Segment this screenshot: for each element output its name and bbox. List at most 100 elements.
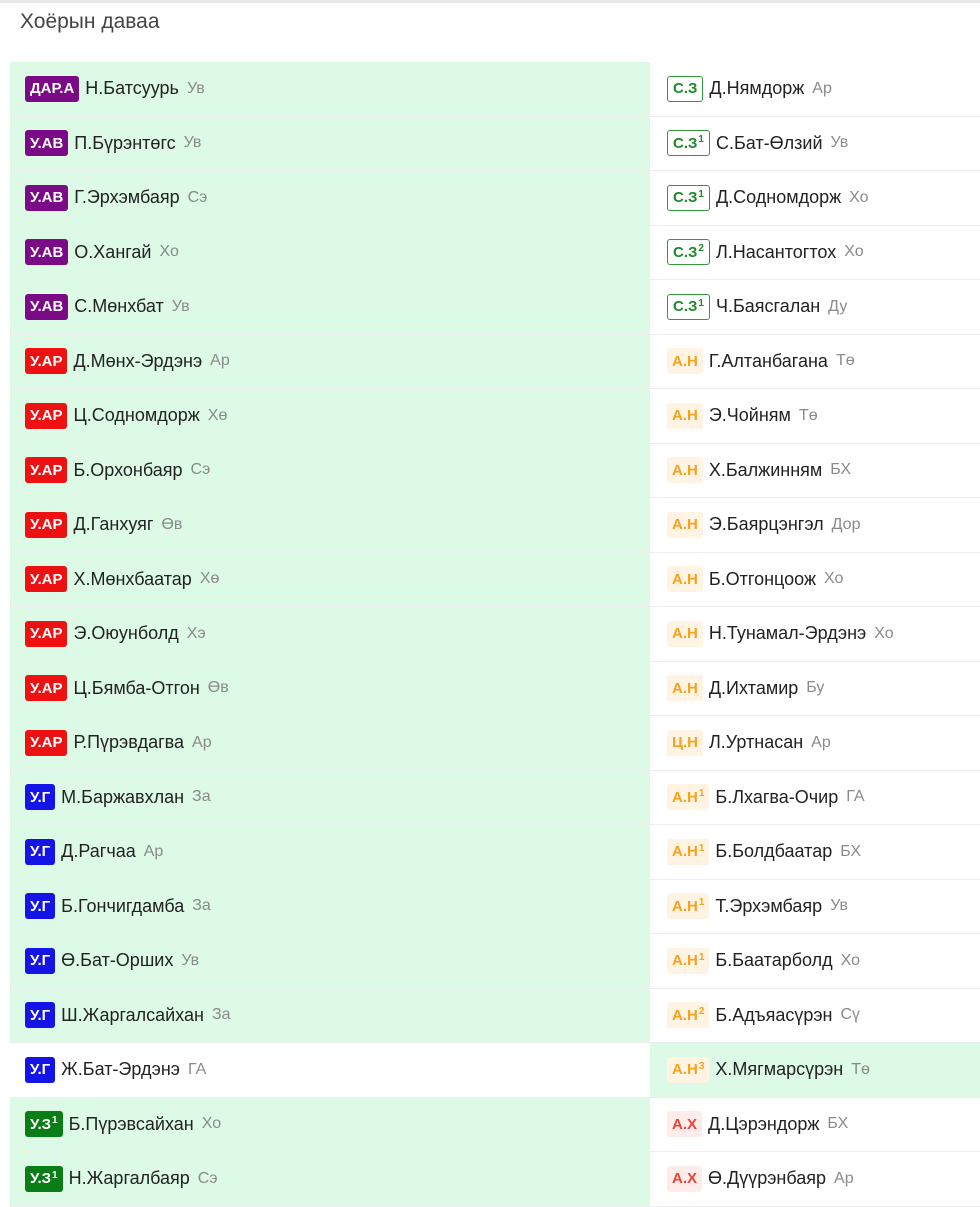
role-badge: С.З: [667, 75, 704, 102]
left-list-item[interactable]: У.АР Д.Ганхуяг Өв: [10, 498, 650, 553]
person-name: Р.Пүрэвдагва: [73, 732, 185, 753]
left-list-item[interactable]: У.АР Р.Пүрэвдагва Ар: [10, 716, 650, 771]
badge-label: У.АВ: [30, 243, 64, 261]
region-code: За: [192, 897, 211, 915]
badge-label: А.Н: [672, 570, 698, 588]
right-list-item[interactable]: А.Н Э.Чойням Тө: [650, 389, 980, 444]
right-list-item[interactable]: С.З 1 С.Бат-Өлзий Ув: [650, 116, 980, 171]
left-list-item[interactable]: У.Г Ш.Жаргалсайхан За: [10, 988, 650, 1043]
right-list-item[interactable]: А.Н Э.Баярцэнгэл Дор: [650, 498, 980, 553]
table-row: У.АВ О.Хангай Хо С.З 2 Л.Насантогтох Хо: [10, 225, 980, 280]
table-row: У.АР Э.Оюунболд Хэ А.Н Н.Тунамал-Эрдэнэ Хо: [10, 607, 980, 662]
region-code: Хо: [849, 188, 869, 206]
table-row: У.АР Б.Орхонбаяр Сэ А.Н Х.Балжинням БХ: [10, 443, 980, 498]
left-list-item[interactable]: У.Г Ж.Бат-Эрдэнэ ГА: [10, 1043, 650, 1098]
badge-label: А.Х: [672, 1170, 698, 1188]
badge-label: А.Н: [672, 407, 698, 425]
role-badge: А.Н 1: [667, 838, 710, 865]
right-list-item[interactable]: А.Н Н.Тунамал-Эрдэнэ Хо: [650, 607, 980, 662]
badge-label: А.Н: [672, 1061, 698, 1079]
table-row: У.Г Д.Рагчаа Ар А.Н 1 Б.Болдбаатар БХ: [10, 825, 980, 880]
left-list-item[interactable]: У.АВ П.Бүрэнтөгс Ув: [10, 116, 650, 171]
left-list-item[interactable]: У.АР Х.Мөнхбаатар Хө: [10, 552, 650, 607]
role-badge: А.Н: [667, 675, 703, 702]
badge-label: А.Н: [672, 843, 698, 861]
badge-superscript: 1: [698, 188, 704, 200]
person-name: О.Хангай: [74, 241, 152, 262]
left-list-item[interactable]: У.Г Б.Гончигдамба За: [10, 879, 650, 934]
badge-label: У.АР: [30, 352, 63, 370]
region-code: За: [211, 1006, 231, 1024]
left-list-item[interactable]: У.АВ Г.Эрхэмбаяр Сэ: [10, 171, 650, 226]
badge-superscript: 1: [698, 134, 704, 146]
table-row: У.АВ П.Бүрэнтөгс Ув С.З 1 С.Бат-Өлзий Ув: [10, 116, 980, 171]
region-code: Хө: [207, 406, 228, 424]
region-code: Сэ: [197, 1169, 218, 1187]
right-list-item[interactable]: А.Н Д.Ихтамир Бу: [650, 661, 980, 716]
person-name: Ч.Баясгалан: [715, 296, 821, 317]
role-badge: У.Г: [25, 893, 56, 920]
badge-label: У.АВ: [30, 189, 64, 207]
table-row: У.З 1 Н.Жаргалбаяр Сэ А.Х Ө.Дүүрэнбаяр Ар: [10, 1152, 980, 1207]
left-list-item[interactable]: У.З 1 Б.Пүрэвсайхан Хо: [10, 1097, 650, 1152]
person-name: Ш.Жаргалсайхан: [61, 1004, 204, 1025]
region-code: Ар: [210, 352, 230, 370]
badge-label: А.Н: [672, 352, 698, 370]
badge-label: С.З: [673, 298, 698, 316]
right-list-item[interactable]: С.З Д.Нямдорж Ар: [650, 62, 980, 117]
right-list-item[interactable]: С.З 1 Д.Содномдорж Хо: [650, 171, 980, 226]
role-badge: А.Н: [667, 457, 703, 484]
right-list-item[interactable]: С.З 2 Л.Насантогтох Хо: [650, 225, 980, 280]
person-name: Ө.Дүүрэнбаяр: [708, 1168, 827, 1189]
right-list-item[interactable]: А.Н 2 Б.Адъяасүрэн Сү: [650, 988, 980, 1043]
right-list-item[interactable]: А.Н 1 Т.Эрхэмбаяр Ув: [650, 879, 980, 934]
right-list-item[interactable]: А.Н Б.Отгонцоож Хо: [650, 552, 980, 607]
left-list-item[interactable]: У.З 1 Н.Жаргалбаяр Сэ: [10, 1152, 650, 1207]
left-list-item[interactable]: У.АР Ц.Бямба-Отгон Өв: [10, 661, 650, 716]
left-list-item[interactable]: У.Г Д.Рагчаа Ар: [10, 825, 650, 880]
right-list-item[interactable]: А.Н 1 Б.Лхагва-Очир ГА: [650, 770, 980, 825]
person-name: Б.Пүрэвсайхан: [68, 1113, 194, 1134]
right-list-item[interactable]: А.Х Д.Цэрэндорж БХ: [650, 1097, 980, 1152]
right-list-item[interactable]: А.Н 1 Б.Болдбаатар БХ: [650, 825, 980, 880]
person-name: Д.Ихтамир: [708, 677, 799, 698]
left-list-item[interactable]: У.АР Б.Орхонбаяр Сэ: [10, 443, 650, 498]
left-list-item[interactable]: ДАР.А Н.Батсуурь Ув: [10, 62, 650, 117]
person-name: Э.Баярцэнгэл: [708, 514, 824, 535]
person-name: Л.Насантогтох: [715, 241, 837, 262]
region-code: БХ: [840, 842, 862, 860]
right-list-item[interactable]: А.Н 3 Х.Мягмарсүрэн Тө: [650, 1043, 980, 1098]
role-badge: С.З 1: [667, 184, 710, 211]
person-name: Ц.Содномдорж: [73, 405, 200, 426]
left-list-item[interactable]: У.АВ О.Хангай Хо: [10, 225, 650, 280]
region-code: Ув: [183, 134, 202, 152]
table-row: У.АР Ц.Бямба-Отгон Өв А.Н Д.Ихтамир Бу: [10, 661, 980, 716]
right-list-item[interactable]: С.З 1 Ч.Баясгалан Ду: [650, 280, 980, 335]
role-badge: У.АВ: [25, 130, 69, 157]
left-list-item[interactable]: У.Г М.Баржавхлан За: [10, 770, 650, 825]
left-list-item[interactable]: У.Г Ө.Бат-Орших Ув: [10, 934, 650, 989]
left-list-item[interactable]: У.АР Э.Оюунболд Хэ: [10, 607, 650, 662]
left-list-item[interactable]: У.АВ С.Мөнхбат Ув: [10, 280, 650, 335]
role-badge: У.Г: [25, 1056, 56, 1083]
role-badge: А.Н: [667, 566, 703, 593]
role-badge: А.Н 3: [667, 1056, 710, 1083]
badge-label: У.АР: [30, 516, 63, 534]
badge-label: А.Н: [672, 788, 698, 806]
right-list-item[interactable]: Ц.Н Л.Уртнасан Ар: [650, 716, 980, 771]
right-list-item[interactable]: А.Н 1 Б.Баатарболд Хо: [650, 934, 980, 989]
badge-label: У.АР: [30, 734, 63, 752]
badge-label: У.АР: [30, 679, 63, 697]
person-name: Б.Адъяасүрэн: [715, 1004, 833, 1025]
left-list-item[interactable]: У.АР Ц.Содномдорж Хө: [10, 389, 650, 444]
right-list-item[interactable]: А.Х Ө.Дүүрэнбаяр Ар: [650, 1152, 980, 1207]
role-badge: У.АР: [25, 729, 68, 756]
right-list-item[interactable]: А.Н Г.Алтанбагана Тө: [650, 334, 980, 389]
region-code: Хэ: [186, 624, 206, 642]
role-badge: А.Н: [667, 511, 703, 538]
person-name: С.Бат-Өлзий: [715, 132, 823, 153]
role-badge: У.Г: [25, 947, 56, 974]
left-list-item[interactable]: У.АР Д.Мөнх-Эрдэнэ Ар: [10, 334, 650, 389]
table-row: У.АР Ц.Содномдорж Хө А.Н Э.Чойням Тө: [10, 389, 980, 444]
right-list-item[interactable]: А.Н Х.Балжинням БХ: [650, 443, 980, 498]
